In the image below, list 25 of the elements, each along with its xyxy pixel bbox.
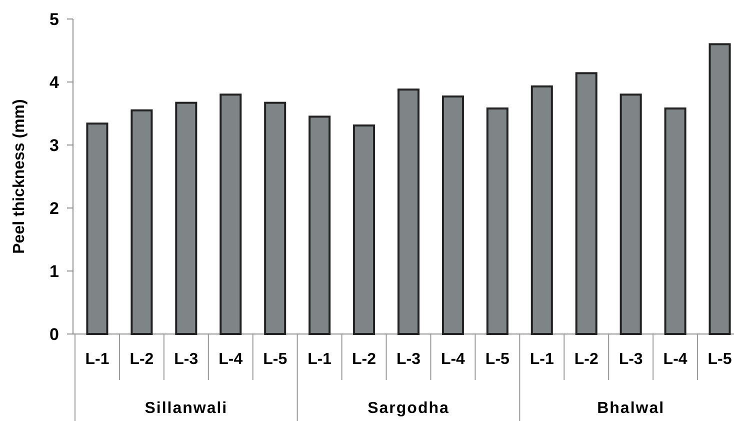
x-tick-label: L-1 xyxy=(530,351,554,368)
y-tick-label: 2 xyxy=(50,198,59,218)
y-axis-title: Peel thickness (mm) xyxy=(11,99,28,254)
x-tick-label: L-1 xyxy=(85,351,110,368)
x-tick-label: L-1 xyxy=(308,351,332,368)
y-tick-label: 4 xyxy=(50,72,60,92)
x-tick-label: L-5 xyxy=(263,351,288,368)
x-tick-label: L-2 xyxy=(352,351,376,368)
x-tick-label: L-3 xyxy=(396,351,421,368)
text: Bhalwal xyxy=(597,400,665,417)
y-tick-label: 5 xyxy=(50,10,59,29)
x-tick-label: L-3 xyxy=(174,351,198,368)
x-tick-label: L-4 xyxy=(440,351,466,368)
x-tick-label: L-5 xyxy=(708,351,732,368)
x-tick-label: L-5 xyxy=(485,351,510,368)
x-tick-label: L-2 xyxy=(574,351,598,368)
y-tick-label: 1 xyxy=(50,262,59,281)
y-tick-label: 0 xyxy=(50,324,59,344)
text: Sillanwali xyxy=(144,400,228,417)
x-tick-label: L-3 xyxy=(618,351,643,368)
x-tick-label: L-4 xyxy=(663,351,688,368)
x-tick-label: L-4 xyxy=(218,351,243,368)
text: Sargodha xyxy=(368,400,450,417)
y-tick-label: 3 xyxy=(50,136,59,155)
x-tick-label: L-2 xyxy=(130,351,154,368)
